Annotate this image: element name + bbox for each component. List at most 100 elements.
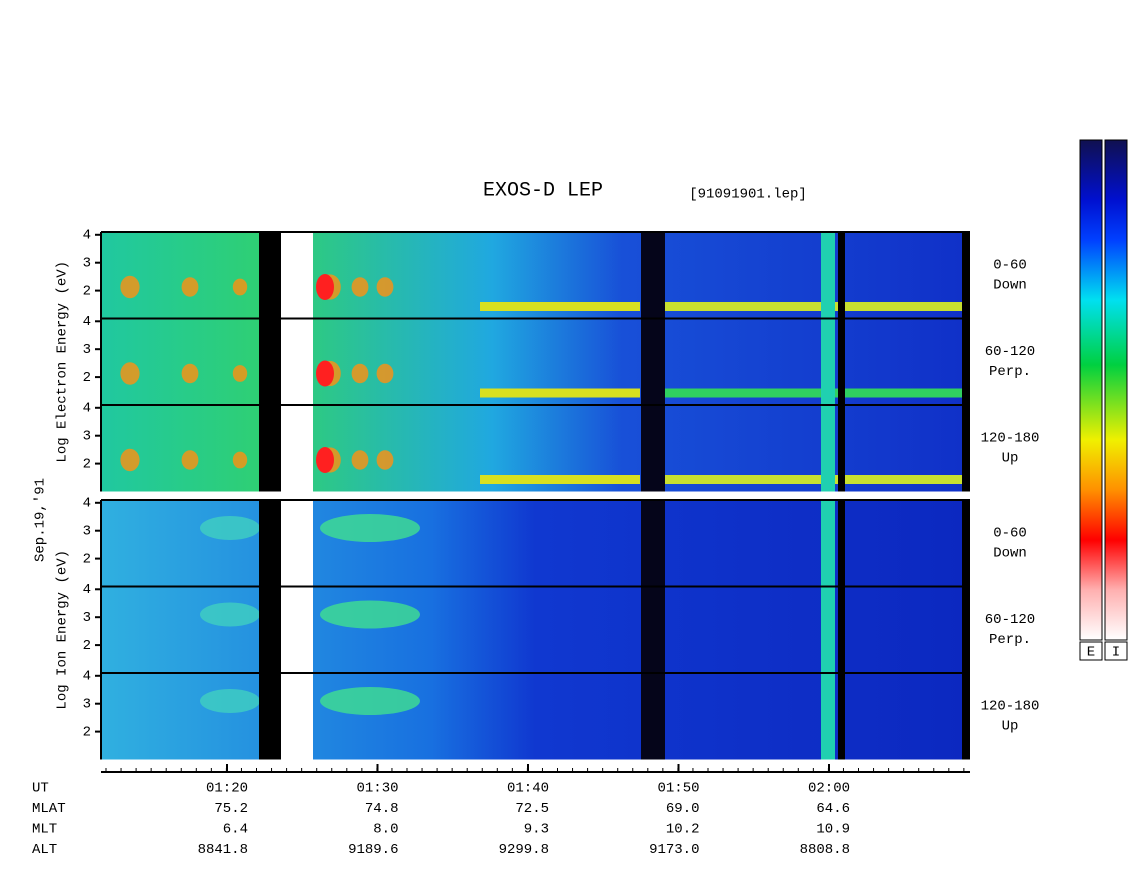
spectrogram-band xyxy=(480,388,640,398)
spectrogram-band xyxy=(480,475,640,484)
ephemeris-value: 74.8 xyxy=(365,801,399,817)
y-axis-label: Log Electron Energy (eV) xyxy=(55,261,71,463)
panel-label: Perp. xyxy=(989,632,1031,648)
y-tick-label: 3 xyxy=(83,523,91,539)
spectrogram-band xyxy=(665,475,965,484)
panel-label: Up xyxy=(1002,451,1019,467)
data-gap xyxy=(838,232,845,492)
spectrogram-spot xyxy=(232,278,248,296)
spectrogram-spot xyxy=(200,602,260,627)
spectrogram-spot xyxy=(376,277,394,297)
data-gap xyxy=(281,500,313,760)
panel-label: 120-180 xyxy=(981,699,1040,715)
data-gap xyxy=(962,500,970,760)
x-tick-label: 01:40 xyxy=(507,781,549,797)
spectrogram-spot xyxy=(200,689,260,713)
ephemeris-value: 9299.8 xyxy=(499,842,549,858)
spectrogram-spot xyxy=(351,277,369,297)
ephemeris-value: 72.5 xyxy=(515,801,549,817)
panel-label: 120-180 xyxy=(981,431,1040,447)
spectrogram-spot xyxy=(181,277,199,297)
data-gap xyxy=(838,500,845,760)
y-tick-label: 4 xyxy=(83,495,91,511)
y-tick-label: 2 xyxy=(83,283,91,299)
y-tick-label: 4 xyxy=(83,314,91,330)
colorbar-label: I xyxy=(1112,645,1120,661)
x-tick-label: 01:20 xyxy=(206,781,248,797)
colorbar-label-box xyxy=(1079,641,1103,661)
title: EXOS-D LEP xyxy=(483,179,603,202)
spectrogram-spot xyxy=(181,450,199,470)
spectrogram-spot xyxy=(320,687,420,715)
spectrogram-band xyxy=(821,232,835,492)
data-gap xyxy=(641,500,665,760)
ephemeris-value: 6.4 xyxy=(223,822,248,838)
ephemeris-value: 10.2 xyxy=(666,822,700,838)
ephemeris-value: 9.3 xyxy=(524,822,549,838)
spectrogram-spot xyxy=(316,360,334,387)
data-gap xyxy=(962,232,970,492)
spectrogram-spot xyxy=(181,363,199,384)
spectrogram-spot xyxy=(120,275,140,299)
x-tick-label: 02:00 xyxy=(808,781,850,797)
ephemeris-value: 8841.8 xyxy=(198,842,248,858)
spectrogram-band xyxy=(665,302,965,311)
panel-label: Up xyxy=(1002,719,1019,735)
panel-label: 60-120 xyxy=(985,344,1035,360)
y-tick-label: 4 xyxy=(83,668,91,684)
spectrogram-spot xyxy=(351,450,369,470)
colorbar-label: E xyxy=(1087,645,1095,661)
spectrogram-spot xyxy=(316,447,334,473)
spectrogram-spot xyxy=(120,362,140,385)
data-gap xyxy=(259,500,281,760)
spectrogram-spot xyxy=(376,363,394,384)
y-tick-label: 2 xyxy=(83,456,91,472)
row-label: UT xyxy=(32,781,49,797)
spectrogram-spot xyxy=(232,451,248,469)
y-tick-label: 3 xyxy=(83,696,91,712)
row-label: MLT xyxy=(32,822,57,838)
file-name: [91091901.lep] xyxy=(689,187,807,203)
spectrogram-band xyxy=(665,388,965,398)
row-label: MLAT xyxy=(32,801,66,817)
ephemeris-value: 75.2 xyxy=(214,801,248,817)
spectrogram-spot xyxy=(120,448,140,472)
y-tick-label: 3 xyxy=(83,428,91,444)
ephemeris-value: 64.6 xyxy=(816,801,850,817)
ephemeris-value: 69.0 xyxy=(666,801,700,817)
ephemeris-value: 10.9 xyxy=(816,822,850,838)
y-tick-label: 2 xyxy=(83,551,91,567)
y-tick-label: 4 xyxy=(83,582,91,598)
panel-label: 0-60 xyxy=(993,258,1027,274)
spectrogram-spot xyxy=(316,274,334,300)
spectrogram-spot xyxy=(200,516,260,540)
panel-label: Perp. xyxy=(989,364,1031,380)
data-gap xyxy=(259,232,281,492)
y-tick-label: 2 xyxy=(83,724,91,740)
x-tick-label: 01:50 xyxy=(657,781,699,797)
panel-label: Down xyxy=(993,278,1027,294)
data-gap xyxy=(281,232,313,492)
y-tick-label: 2 xyxy=(83,370,91,386)
colorbar xyxy=(1104,139,1128,641)
spectrogram-spot xyxy=(232,365,248,382)
spectrogram-spot xyxy=(376,450,394,470)
x-tick-label: 01:30 xyxy=(356,781,398,797)
spectrogram-spot xyxy=(320,600,420,629)
y-tick-label: 3 xyxy=(83,610,91,626)
panel-label: 60-120 xyxy=(985,612,1035,628)
spectrogram-band xyxy=(480,302,640,311)
date-label: Sep.19,'91 xyxy=(33,478,49,562)
row-label: ALT xyxy=(32,842,57,858)
ephemeris-value: 8808.8 xyxy=(800,842,850,858)
spectrogram-spot xyxy=(351,363,369,384)
ephemeris-value: 8.0 xyxy=(373,822,398,838)
data-gap xyxy=(641,232,665,492)
colorbar-label-box xyxy=(1104,641,1128,661)
panel-label: 0-60 xyxy=(993,526,1027,542)
y-tick-label: 4 xyxy=(83,400,91,416)
ephemeris-value: 9173.0 xyxy=(649,842,699,858)
y-tick-label: 3 xyxy=(83,342,91,358)
